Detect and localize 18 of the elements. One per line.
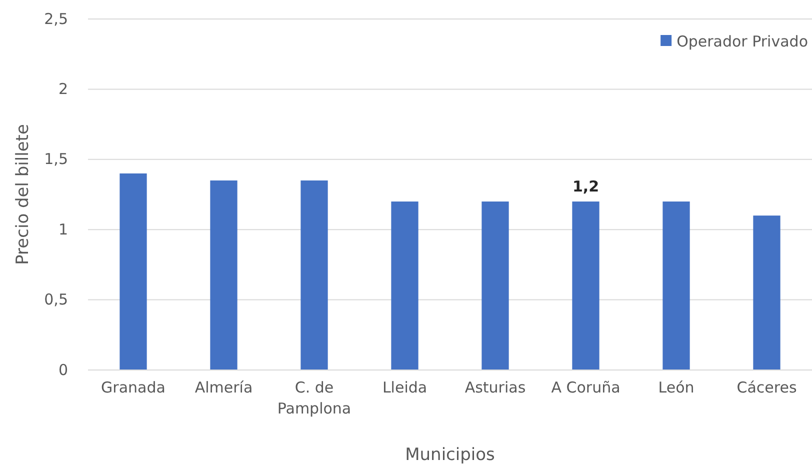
x-tick-label: León [658,378,694,397]
x-tick-label: Lleida [382,378,428,397]
x-tick-label: Asturias [464,378,526,397]
y-tick-label: 0 [58,360,68,379]
x-tick-label: A Coruña [551,378,620,397]
data-label: 1,2 [572,178,600,196]
y-tick-label: 1,5 [44,150,68,168]
x-tick-label: Granada [101,378,166,397]
y-tick-label: 1 [58,220,68,238]
x-tick-label: Cáceres [736,378,797,397]
y-tick-label: 2 [58,80,68,98]
x-tick-label: C. de Pamplona [277,378,352,418]
y-tick-label: 2,5 [44,10,68,28]
y-axis-title: Precio del billete [13,124,33,265]
legend-label: Operador Privado [676,32,808,50]
x-axis-title: Municipios [405,445,496,465]
x-tick-label: Almería [194,378,253,397]
y-tick-label: 0,5 [44,290,68,309]
